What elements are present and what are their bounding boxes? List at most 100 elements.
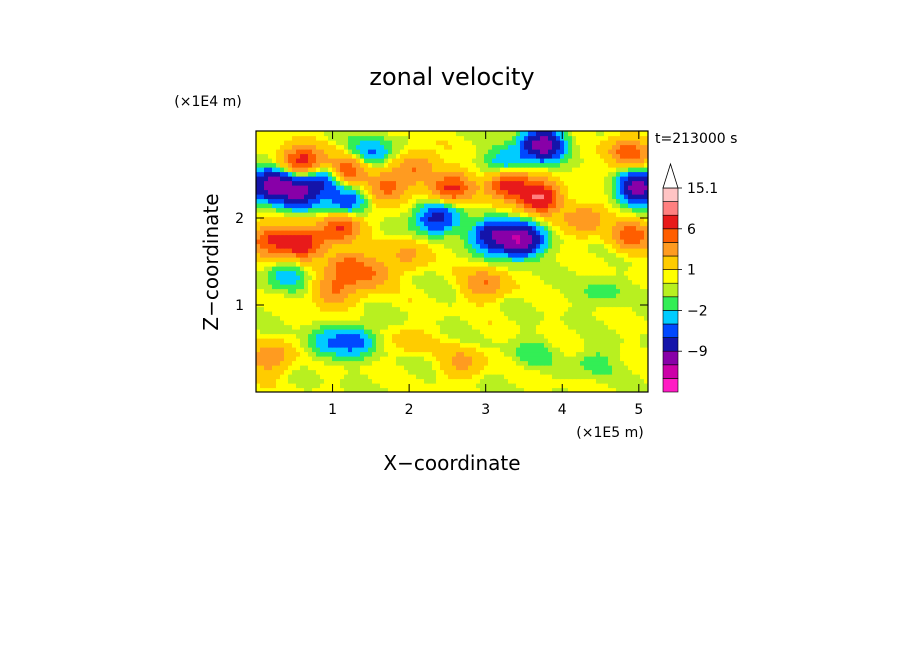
field-cell	[636, 252, 641, 258]
field-cell	[440, 266, 445, 272]
field-cell	[268, 230, 273, 236]
field-cell	[496, 180, 501, 186]
field-cell	[420, 374, 425, 380]
field-cell	[440, 383, 445, 389]
field-cell	[636, 216, 641, 222]
field-cell	[640, 230, 645, 236]
field-cell	[588, 342, 593, 348]
field-cell	[288, 248, 293, 254]
field-cell	[292, 194, 297, 200]
field-cell	[644, 266, 648, 272]
field-cell	[280, 275, 285, 281]
field-cell	[300, 315, 305, 321]
field-cell	[428, 275, 433, 281]
field-cell	[296, 297, 301, 303]
field-cell	[432, 176, 437, 182]
field-cell	[600, 356, 605, 362]
field-cell	[468, 279, 473, 285]
field-cell	[392, 356, 397, 362]
field-cell	[624, 216, 629, 222]
field-cell	[360, 212, 365, 218]
field-cell	[588, 356, 593, 362]
field-cell	[588, 167, 593, 173]
field-cell	[548, 221, 553, 227]
field-cell	[500, 351, 505, 357]
field-cell	[636, 293, 641, 299]
field-cell	[496, 203, 501, 209]
field-cell	[644, 239, 648, 245]
field-cell	[376, 212, 381, 218]
field-cell	[512, 320, 517, 326]
field-cell	[572, 374, 577, 380]
field-cell	[444, 324, 449, 330]
field-cell	[536, 167, 541, 173]
field-cell	[348, 252, 353, 258]
field-cell	[600, 320, 605, 326]
field-cell	[276, 162, 281, 168]
field-cell	[260, 162, 265, 168]
field-cell	[448, 374, 453, 380]
field-cell	[376, 194, 381, 200]
field-cell	[456, 360, 461, 366]
field-cell	[396, 324, 401, 330]
field-cell	[396, 275, 401, 281]
field-cell	[340, 311, 345, 317]
field-cell	[364, 248, 369, 254]
field-cell	[616, 378, 621, 384]
field-cell	[432, 171, 437, 177]
field-cell	[496, 167, 501, 173]
field-cell	[292, 306, 297, 312]
field-cell	[388, 194, 393, 200]
field-cell	[524, 234, 529, 240]
field-cell	[596, 221, 601, 227]
field-cell	[500, 266, 505, 272]
field-cell	[604, 207, 609, 213]
field-cell	[344, 311, 349, 317]
field-cell	[640, 171, 645, 177]
field-cell	[524, 239, 529, 245]
field-cell	[460, 347, 465, 353]
field-cell	[444, 252, 449, 258]
field-cell	[592, 185, 597, 191]
field-cell	[312, 279, 317, 285]
field-cell	[324, 320, 329, 326]
field-cell	[632, 311, 637, 317]
field-cell	[440, 297, 445, 303]
field-cell	[624, 248, 629, 254]
field-cell	[264, 347, 269, 353]
field-cell	[312, 360, 317, 366]
field-cell	[420, 266, 425, 272]
field-cell	[276, 261, 281, 267]
field-cell	[284, 365, 289, 371]
field-cell	[584, 320, 589, 326]
field-cell	[292, 324, 297, 330]
field-cell	[572, 320, 577, 326]
field-cell	[336, 275, 341, 281]
field-cell	[608, 365, 613, 371]
field-cell	[568, 203, 573, 209]
field-cell	[612, 239, 617, 245]
field-cell	[508, 324, 513, 330]
field-cell	[392, 261, 397, 267]
field-cell	[332, 243, 337, 249]
field-cell	[332, 374, 337, 380]
field-cell	[300, 194, 305, 200]
field-cell	[564, 171, 569, 177]
field-cell	[608, 306, 613, 312]
field-cell	[408, 207, 413, 213]
field-cell	[264, 194, 269, 200]
field-cell	[596, 275, 601, 281]
field-cell	[400, 180, 405, 186]
field-cell	[424, 275, 429, 281]
field-cell	[576, 302, 581, 308]
field-cell	[524, 288, 529, 294]
field-cell	[596, 185, 601, 191]
field-cell	[296, 306, 301, 312]
field-cell	[296, 374, 301, 380]
field-cell	[368, 369, 373, 375]
field-cell	[588, 284, 593, 290]
field-cell	[520, 351, 525, 357]
field-cell	[412, 320, 417, 326]
field-cell	[292, 383, 297, 389]
field-cell	[256, 261, 261, 267]
